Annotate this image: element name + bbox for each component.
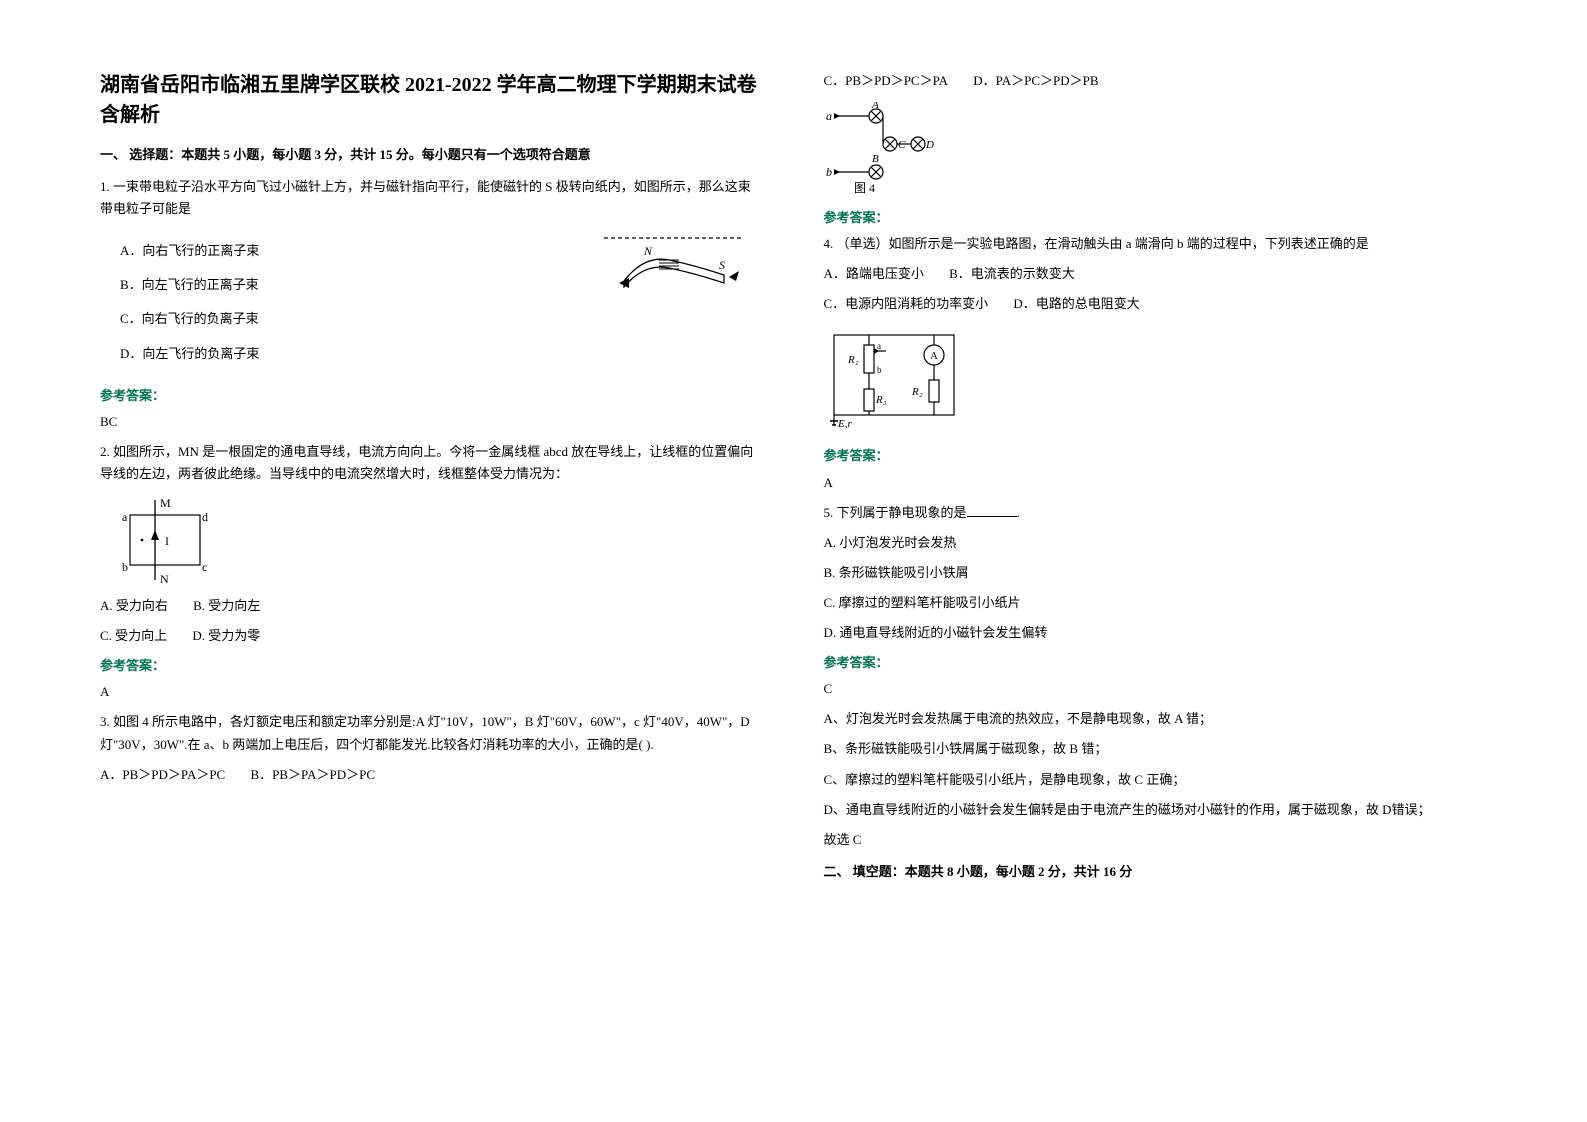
q1-answer-label: 参考答案： [100,385,764,407]
svg-text:B: B [872,153,879,165]
q3-opts-row2: C．PB＞PD＞PC＞PA D．PA＞PC＞PD＞PB [824,70,1488,92]
svg-text:R₃: R₃ [875,394,887,406]
q4-answer-label: 参考答案： [824,445,1488,467]
q1-opt-b: B．向左飞行的正离子束 [120,274,584,296]
svg-text:D: D [925,139,934,151]
svg-text:S: S [719,258,725,272]
q3-answer-label: 参考答案： [824,207,1488,229]
q4-opts-row2: C．电源内阻消耗的功率变小 D．电路的总电阻变大 [824,293,1488,315]
q2-opt-c: C. 受力向上 [100,625,167,647]
svg-text:d: d [202,510,208,524]
svg-text:C: C [898,139,906,151]
q3-opts-row1: A．PB＞PD＞PA＞PC B．PB＞PA＞PD＞PC [100,764,764,786]
q4-opt-b: B．电流表的示数变大 [949,263,1075,285]
q5-opt-a: A. 小灯泡发光时会发热 [824,532,1488,554]
q3-fig-label: 图 4 [854,181,875,195]
q4-opts-row1: A．路端电压变小 B．电流表的示数变大 [824,263,1488,285]
q2-answer-label: 参考答案： [100,655,764,677]
q2-answer: A [100,681,764,703]
q2-opts-row2: C. 受力向上 D. 受力为零 [100,625,764,647]
q5-conclude: 故选 C [824,829,1488,851]
q1-stem: 1. 一束带电粒子沿水平方向飞过小磁针上方，并与磁针指向平行，能使磁针的 S 极… [100,176,764,220]
svg-text:M: M [160,496,171,510]
q4-opt-a: A．路端电压变小 [824,263,924,285]
q5-stem-suffix: . [1017,505,1020,520]
q4-figure: R₁ a b A R₂ R₃ E,r [824,325,1488,435]
q2-figure: M N a d b c I [120,495,764,585]
q3-opt-b: B．PB＞PA＞PD＞PC [250,764,375,786]
q2-stem: 2. 如图所示，MN 是一根固定的通电直导线，电流方向向上。今将一金属线框 ab… [100,441,764,485]
q2-opt-d: D. 受力为零 [192,625,260,647]
q5-exp-b: B、条形磁铁能吸引小铁屑属于磁现象，故 B 错； [824,738,1488,760]
q4-opt-d: D．电路的总电阻变大 [1013,293,1139,315]
q3-opt-d: D．PA＞PC＞PD＞PB [973,70,1098,92]
q5-opt-b: B. 条形磁铁能吸引小铁屑 [824,562,1488,584]
q2-opt-b: B. 受力向左 [193,595,260,617]
q4-opt-c: C．电源内阻消耗的功率变小 [824,293,989,315]
q5-answer-label: 参考答案： [824,652,1488,674]
q5-stem: 5. 下列属于静电现象的是. [824,502,1488,524]
q3-stem: 3. 如图 4 所示电路中，各灯额定电压和额定功率分别是:A 灯"10V，10W… [100,711,764,755]
svg-text:R₁: R₁ [847,354,859,366]
svg-text:a: a [122,510,128,524]
q4-stem: 4. （单选）如图所示是一实验电路图，在滑动触头由 a 端滑向 b 端的过程中，… [824,233,1488,255]
svg-text:c: c [202,560,207,574]
q5-exp-d: D、通电直导线附近的小磁针会发生偏转是由于电流产生的磁场对小磁针的作用，属于磁现… [824,799,1488,821]
svg-text:I: I [165,534,169,548]
svg-text:b: b [877,365,882,375]
svg-text:b: b [122,560,128,574]
q5-blank [967,504,1017,517]
svg-text:N: N [643,244,653,258]
section1-header: 一、 选择题：本题共 5 小题，每小题 3 分，共计 15 分。每小题只有一个选… [100,144,764,166]
right-column: C．PB＞PD＞PC＞PA D．PA＞PC＞PD＞PB a A C D b [824,70,1488,1082]
svg-text:A: A [871,102,879,111]
q3-figure: a A C D b B 图 4 [824,102,1488,197]
svg-text:A: A [930,350,938,362]
q5-answer: C [824,678,1488,700]
q5-opt-c: C. 摩擦过的塑料笔杆能吸引小纸片 [824,592,1488,614]
q3-opt-c: C．PB＞PD＞PC＞PA [824,70,949,92]
left-column: 湖南省岳阳市临湘五里牌学区联校 2021-2022 学年高二物理下学期期末试卷含… [100,70,764,1082]
svg-text:b: b [826,165,832,179]
svg-text:a: a [877,341,881,351]
svg-text:N: N [160,572,169,585]
q1-opt-c: C．向右飞行的负离子束 [120,308,584,330]
q1-opt-a: A．向右飞行的正离子束 [120,240,584,262]
q1-answer: BC [100,411,764,433]
doc-title: 湖南省岳阳市临湘五里牌学区联校 2021-2022 学年高二物理下学期期末试卷含… [100,70,764,130]
q3-opt-a: A．PB＞PD＞PA＞PC [100,764,225,786]
q2-opt-a: A. 受力向右 [100,595,168,617]
svg-text:a: a [826,109,832,123]
svg-text:R₂: R₂ [911,386,923,398]
q1-opt-d: D．向左飞行的负离子束 [120,343,584,365]
q4-answer: A [824,472,1488,494]
q5-stem-prefix: 5. 下列属于静电现象的是 [824,505,967,520]
q5-exp-a: A、灯泡发光时会发热属于电流的热效应，不是静电现象，故 A 错； [824,708,1488,730]
q5-opt-d: D. 通电直导线附近的小磁针会发生偏转 [824,622,1488,644]
q5-exp-c: C、摩擦过的塑料笔杆能吸引小纸片，是静电现象，故 C 正确； [824,769,1488,791]
svg-text:E,r: E,r [837,418,852,430]
q1-figure: N S [584,228,764,288]
section2-header: 二、 填空题：本题共 8 小题，每小题 2 分，共计 16 分 [824,861,1488,883]
q2-opts-row1: A. 受力向右 B. 受力向左 [100,595,764,617]
